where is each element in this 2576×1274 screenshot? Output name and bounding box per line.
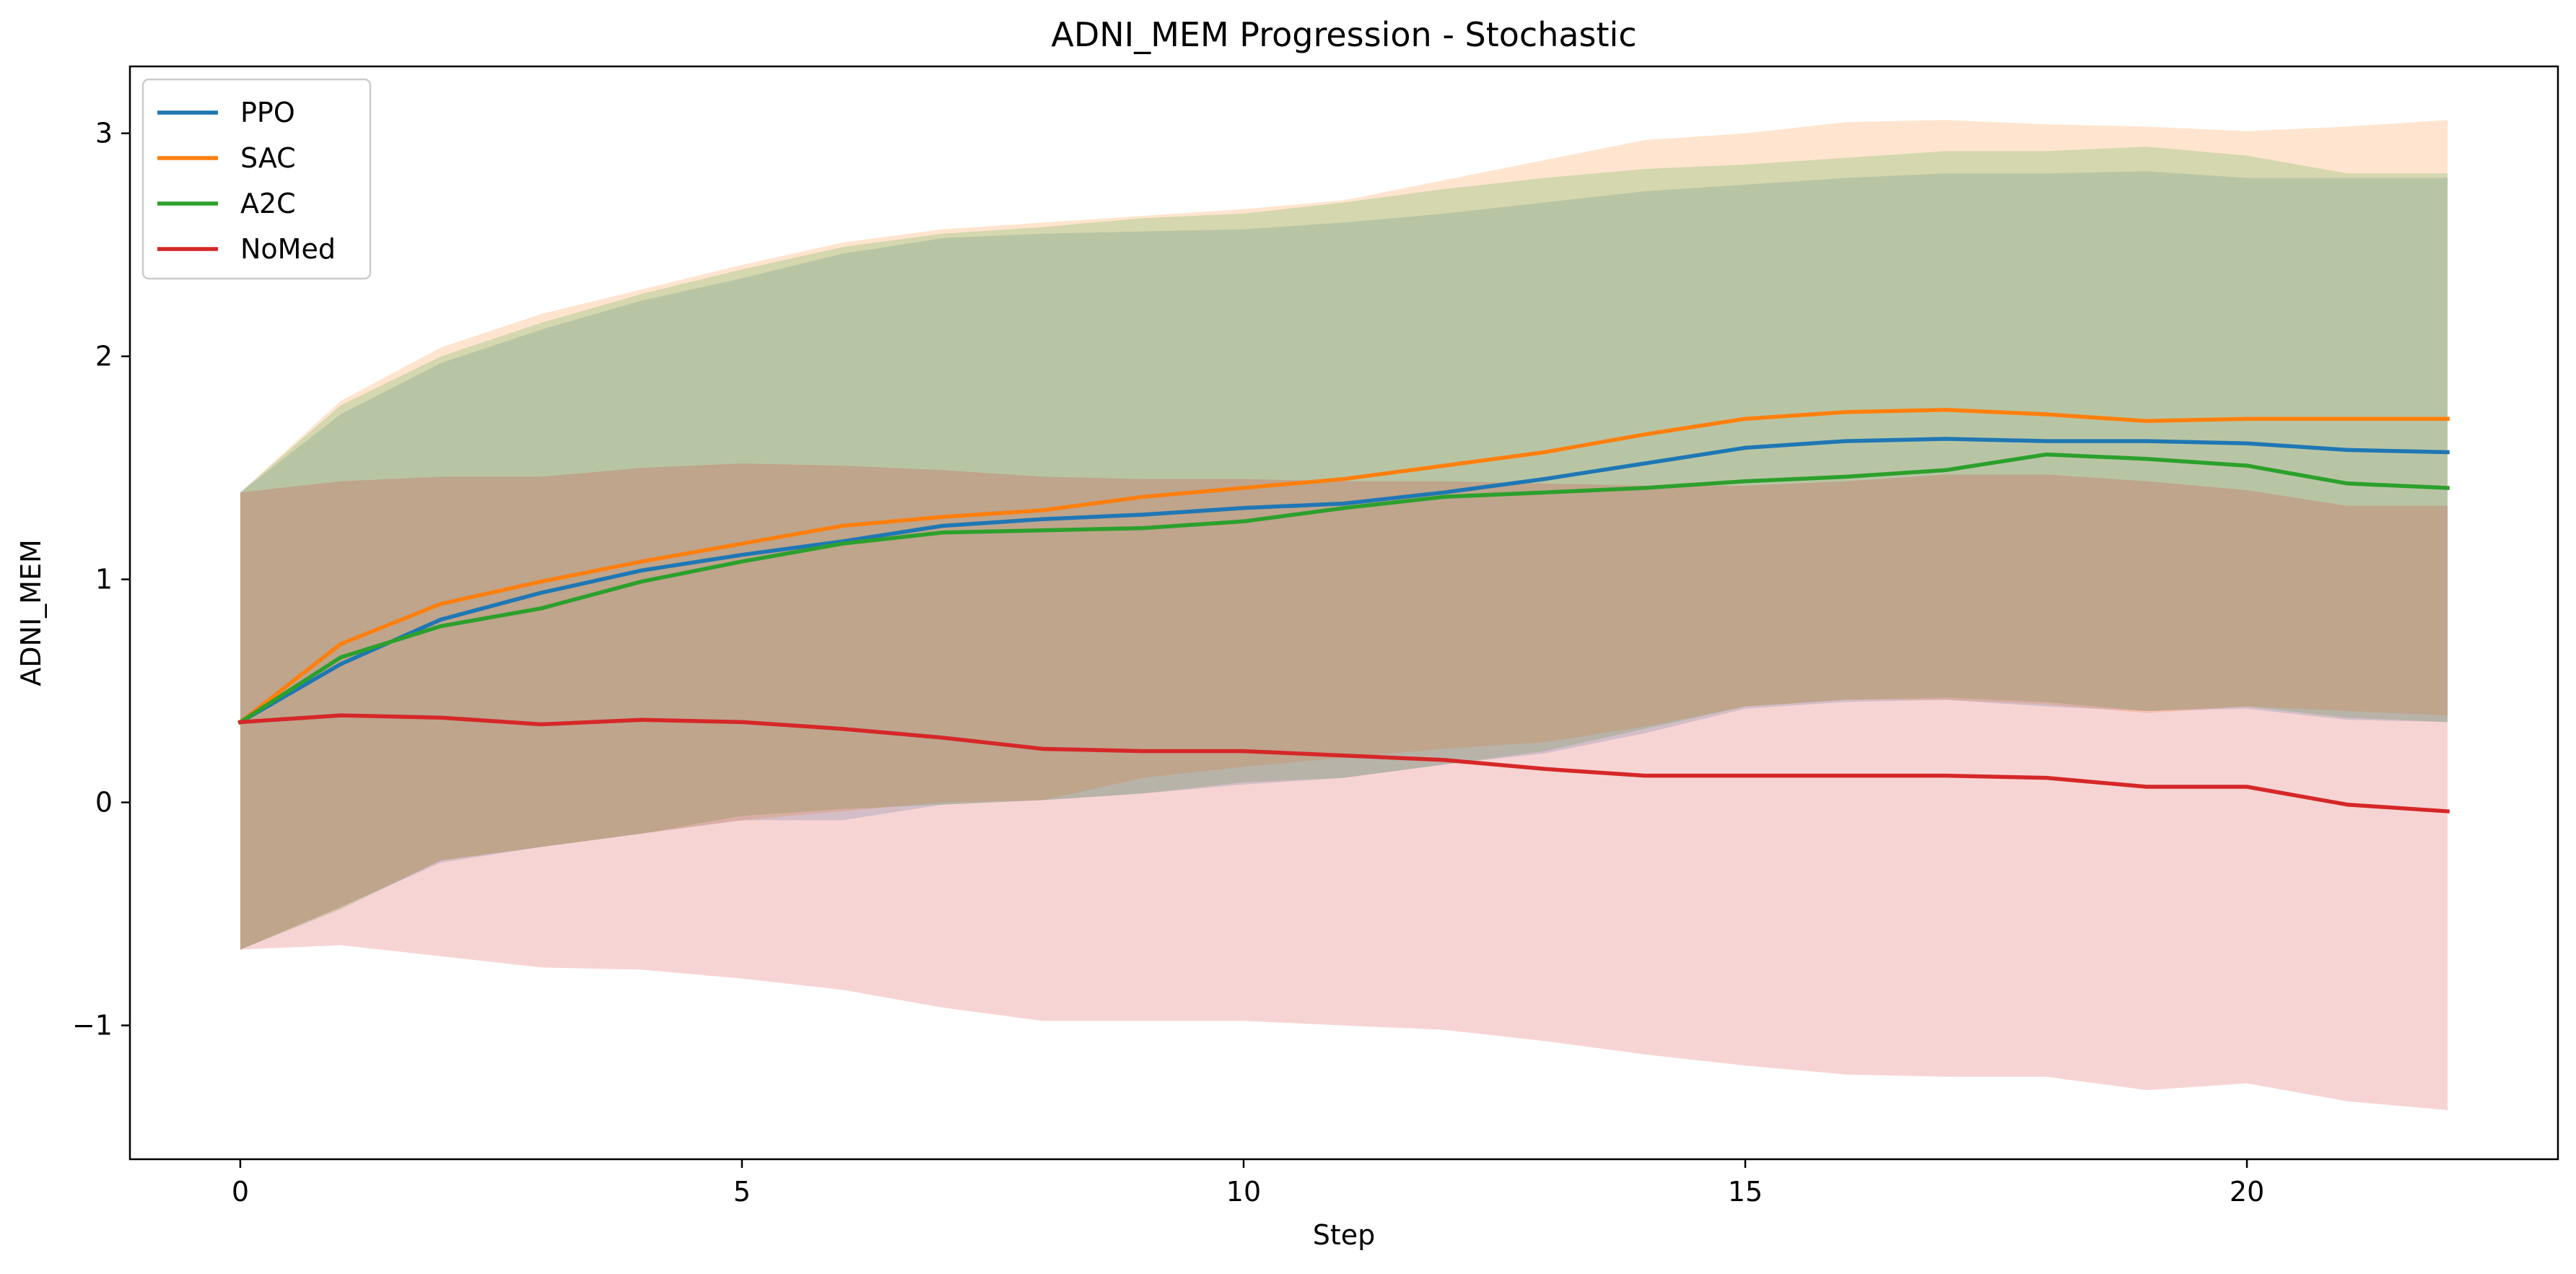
- legend-label-a2c: A2C: [240, 188, 296, 219]
- legend-label-ppo: PPO: [240, 97, 295, 128]
- series-lines: [237, 408, 2450, 813]
- chart-title: ADNI_MEM Progression - Stochastic: [1051, 15, 1636, 54]
- line-sac: [237, 408, 2450, 725]
- band-ppo: [240, 171, 2448, 950]
- y-tick-label: 1: [95, 564, 113, 595]
- legend-label-sac: SAC: [240, 142, 296, 174]
- band-a2c: [240, 147, 2448, 950]
- x-tick-label: 20: [2230, 1176, 2264, 1208]
- legend: PPO SAC A2C NoMed: [141, 78, 372, 280]
- y-axis-label: ADNI_MEM: [15, 539, 47, 686]
- y-tick-label: 0: [95, 787, 113, 819]
- line-a2c: [237, 452, 2450, 725]
- y-tick-label: 2: [95, 341, 113, 372]
- x-axis-label: Step: [1313, 1219, 1376, 1251]
- y-axis-ticks: −1 0 1 2 3: [72, 118, 130, 1042]
- band-sac: [240, 120, 2448, 950]
- x-tick-label: 0: [232, 1176, 249, 1208]
- band-nomed: [240, 463, 2448, 1110]
- x-tick-label: 5: [733, 1176, 751, 1208]
- y-tick-label: 3: [95, 118, 113, 149]
- x-axis-ticks: 0 5 10 15 20: [232, 1159, 2264, 1208]
- line-ppo: [237, 437, 2450, 725]
- y-tick-label: −1: [72, 1010, 113, 1042]
- confidence-bands: [240, 120, 2448, 1110]
- plot-frame: [128, 65, 2559, 1161]
- x-tick-label: 10: [1226, 1176, 1261, 1208]
- x-tick-label: 15: [1728, 1176, 1763, 1208]
- legend-box: [141, 78, 372, 280]
- legend-label-nomed: NoMed: [240, 233, 336, 265]
- line-nomed: [237, 713, 2450, 813]
